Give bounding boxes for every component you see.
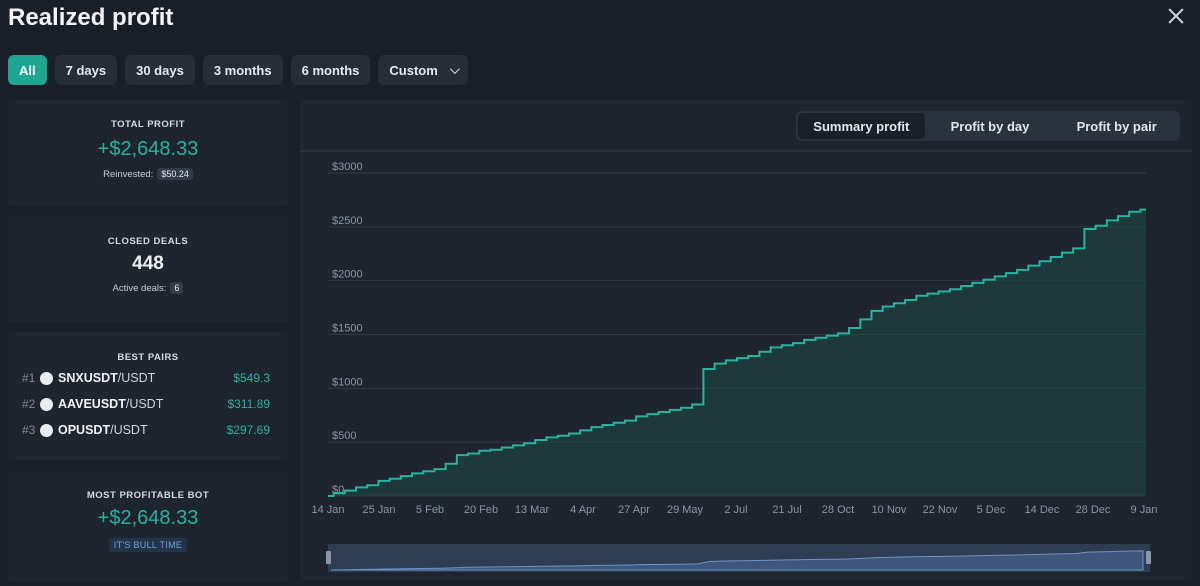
most-profitable-bot-label: MOST PROFITABLE BOT <box>86 490 210 501</box>
page-title: Realized profit <box>8 4 174 31</box>
tab-profit-by-pair[interactable]: Profit by pair <box>1076 118 1157 134</box>
filter-3-months-button[interactable]: 3 months <box>202 55 283 85</box>
pair-quote: /USDT <box>125 397 164 411</box>
list-item[interactable]: #1 SNXUSDT/USDT $549.3 <box>22 369 270 387</box>
most-profitable-bot-value: +$2,648.33 <box>97 507 199 529</box>
list-item[interactable]: #3 OPUSDT/USDT $297.69 <box>22 421 270 439</box>
best-pairs-card: BEST PAIRS #1 SNXUSDT/USDT $549.3 #2 AAV… <box>8 332 288 460</box>
close-icon[interactable] <box>1166 6 1186 26</box>
coin-icon <box>40 397 53 411</box>
filter-all-button[interactable]: All <box>8 55 47 85</box>
pair-rank: #1 <box>22 371 36 385</box>
chart-panel <box>300 100 1192 580</box>
reinvested-row: Reinvested: $50.24 <box>8 168 288 180</box>
total-profit-card: TOTAL PROFIT +$2,648.33 Reinvested: $50.2… <box>8 100 288 206</box>
bot-name-badge[interactable]: IT'S BULL TIME <box>108 538 188 552</box>
most-profitable-bot-card: MOST PROFITABLE BOT +$2,648.33 IT'S BULL… <box>8 472 288 582</box>
chart-view-tabs: Summary profit Profit by day Profit by p… <box>796 111 1180 141</box>
filter-7-days-button[interactable]: 7 days <box>54 55 118 85</box>
bot-badge-row: IT'S BULL TIME <box>8 535 288 553</box>
active-deals-value: 6 <box>170 282 184 294</box>
active-deals-label: Active deals: <box>112 283 167 294</box>
filter-30-days-button[interactable]: 30 days <box>125 55 195 85</box>
closed-deals-label: CLOSED DEALS <box>107 236 189 247</box>
active-deals-row: Active deals: 6 <box>8 282 288 294</box>
chevron-down-icon <box>449 63 460 74</box>
tab-summary-profit[interactable]: Summary profit <box>798 113 925 139</box>
coin-icon <box>40 423 53 437</box>
period-filters: All 7 days 30 days 3 months 6 months Cus… <box>8 55 468 85</box>
tab-profit-by-day[interactable]: Profit by day <box>950 118 1030 134</box>
total-profit-value: +$2,648.33 <box>97 138 199 160</box>
pair-base: AAVEUSDT <box>58 397 126 411</box>
best-pairs-label: BEST PAIRS <box>117 352 179 363</box>
pair-rank: #2 <box>22 397 36 411</box>
closed-deals-card: CLOSED DEALS 448 Active deals: 6 <box>8 216 288 322</box>
pair-value: $311.89 <box>227 397 271 411</box>
navigator-line <box>330 550 1144 571</box>
pair-rank: #3 <box>22 423 36 437</box>
navigator-left-handle[interactable] <box>326 551 331 564</box>
coin-icon <box>40 371 53 385</box>
pair-quote: /USDT <box>117 371 156 385</box>
navigator-right-handle[interactable] <box>1146 551 1151 564</box>
pair-base: SNXUSDT <box>58 371 118 385</box>
filter-custom-dropdown[interactable]: Custom <box>378 55 468 85</box>
total-profit-label: TOTAL PROFIT <box>110 119 186 130</box>
reinvested-value: $50.24 <box>157 168 193 180</box>
pair-value: $297.69 <box>226 423 270 437</box>
list-item[interactable]: #2 AAVEUSDT/USDT $311.89 <box>22 395 270 413</box>
pair-quote: /USDT <box>110 423 148 437</box>
pair-base: OPUSDT <box>58 423 111 437</box>
closed-deals-value: 448 <box>132 253 164 274</box>
reinvested-label: Reinvested: <box>103 169 154 180</box>
filter-custom-label: Custom <box>389 62 438 78</box>
range-navigator[interactable] <box>326 544 1151 572</box>
filter-6-months-button[interactable]: 6 months <box>290 55 371 85</box>
pair-value: $549.3 <box>233 371 270 385</box>
